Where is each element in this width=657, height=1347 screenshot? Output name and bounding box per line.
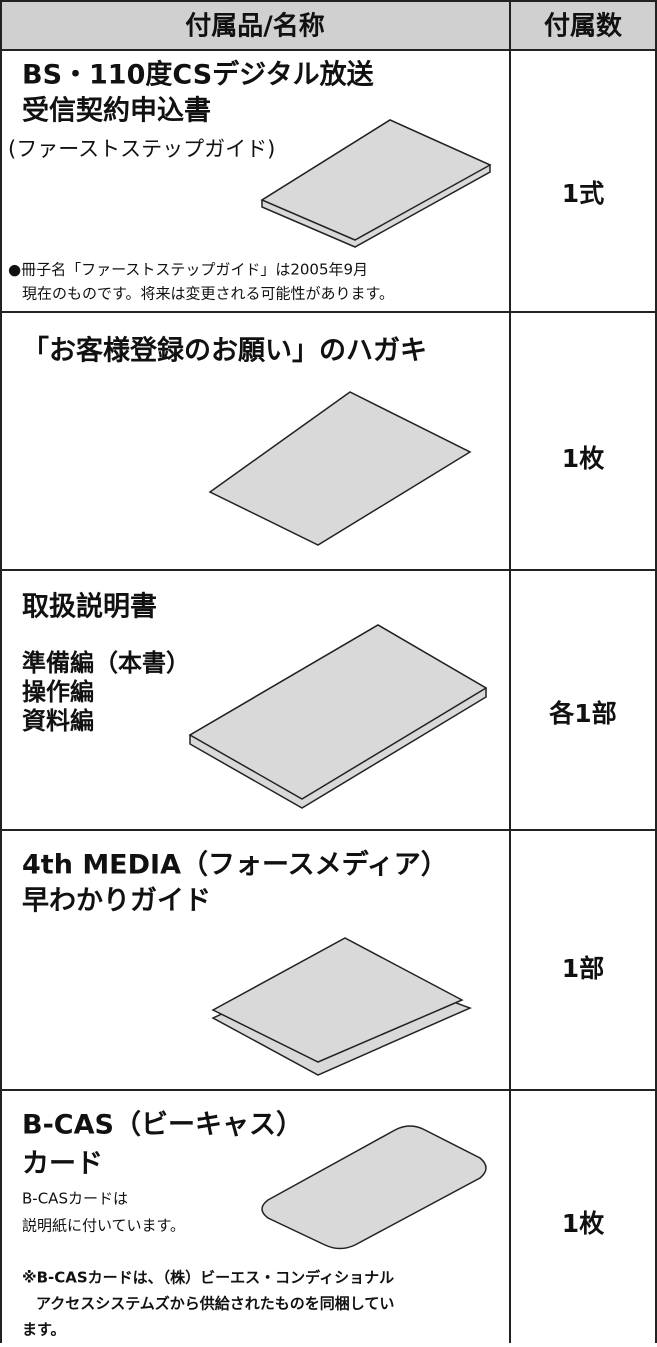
postcard-illustration [208, 391, 472, 546]
item-qty: 各1部 [548, 699, 616, 728]
item-name: カード [22, 1149, 103, 1180]
item-note: ※B-CASカードは、（株）ビーエス・コンディショナル [22, 1269, 394, 1287]
item-note: 現在のものです。将来は変更される可能性があります。 [22, 285, 394, 303]
item-sub: 説明紙に付いています。 [22, 1217, 185, 1235]
item-note: ●冊子名「ファーストステップガイド」は2005年9月 [8, 261, 368, 279]
item-sub: (ファーストステップガイド) [8, 137, 275, 161]
manual-illustration [188, 624, 488, 809]
item-name: 4th MEDIA（フォースメディア） [22, 849, 448, 881]
header-name: 付属品/名称 [185, 11, 325, 42]
item-name: 「お客様登録のお願い」のハガキ [22, 335, 427, 367]
item-qty: 1枚 [562, 444, 604, 473]
header-bg [0, 0, 657, 50]
item-name: B-CAS（ビーキャス） [22, 1110, 303, 1141]
header-qty: 付属数 [544, 12, 623, 42]
card-illustration [261, 1125, 487, 1250]
item-name: 早わかりガイド [22, 886, 211, 917]
item-qty: 1式 [562, 179, 604, 208]
booklet-illustration [260, 119, 492, 248]
item-sub: 操作編 [22, 678, 94, 706]
item-qty: 1部 [562, 954, 604, 983]
item-name: BS・110度CSデジタル放送 [22, 59, 374, 91]
item-sub: 準備編（本書） [22, 649, 190, 677]
leaflet-illustration [211, 937, 472, 1076]
item-sub: 資料編 [22, 707, 94, 735]
item-note: ます。 [22, 1321, 66, 1339]
item-note: アクセスシステムズから供給されたものを同梱してい [36, 1295, 394, 1313]
item-qty: 1枚 [562, 1209, 604, 1238]
item-name: 受信契約申込書 [22, 95, 211, 127]
item-name: 取扱説明書 [22, 591, 157, 623]
item-sub: B-CASカードは [22, 1190, 128, 1208]
